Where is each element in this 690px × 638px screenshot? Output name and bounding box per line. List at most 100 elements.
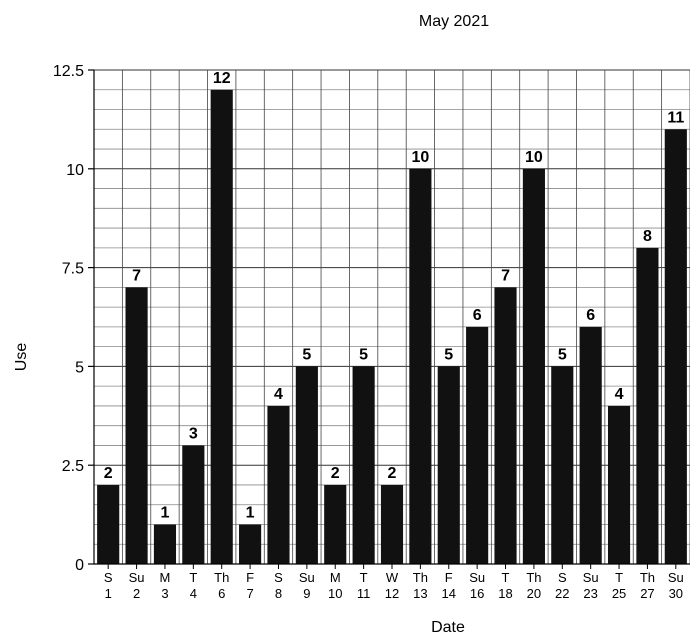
x-tick-label-day: W [386, 570, 399, 585]
x-tick-label-day: S [274, 570, 283, 585]
x-tick-label-day: Su [469, 570, 485, 585]
data-label: 6 [586, 307, 595, 324]
bar [607, 405, 631, 564]
x-tick-label-date: 16 [470, 586, 484, 601]
x-tick-label-day: Th [214, 570, 229, 585]
bar [466, 326, 489, 564]
x-tick-label-day: Th [640, 570, 655, 585]
data-label: 8 [643, 228, 652, 245]
y-tick-label: 2.5 [62, 458, 84, 475]
bar [380, 484, 404, 564]
y-axis-ticks: 0 2.5 5 7.5 10 12.5 [53, 63, 94, 574]
x-tick-label-date: 30 [669, 586, 683, 601]
x-tick-label-date: 4 [190, 586, 197, 601]
x-tick-label-date: 8 [275, 586, 282, 601]
bar [664, 129, 687, 564]
data-label: 3 [189, 425, 198, 442]
y-tick-label: 12.5 [53, 63, 84, 80]
data-label: 5 [302, 346, 311, 363]
bar [324, 484, 347, 564]
x-tick-label-date: 20 [527, 586, 541, 601]
bar [409, 168, 432, 565]
bars [97, 89, 687, 565]
y-tick-label: 10 [66, 162, 84, 179]
bar [239, 524, 262, 564]
data-label: 6 [473, 307, 482, 324]
bar [579, 326, 602, 564]
bar [636, 247, 659, 564]
x-tick-label-date: 22 [555, 586, 569, 601]
data-label: 10 [525, 149, 543, 166]
x-tick-label-day: Th [526, 570, 541, 585]
x-tick-label-date: 25 [612, 586, 626, 601]
y-tick-label: 0 [75, 557, 84, 574]
x-tick-label-day: S [558, 570, 567, 585]
x-tick-label-day: F [445, 570, 453, 585]
data-label: 1 [246, 504, 255, 521]
x-tick-label-date: 13 [413, 586, 427, 601]
data-label: 5 [444, 346, 453, 363]
x-tick-label-day: M [330, 570, 341, 585]
bar [551, 366, 574, 564]
x-tick-label-day: Su [299, 570, 315, 585]
y-axis-label: Use [13, 343, 30, 372]
x-tick-label-day: Su [583, 570, 599, 585]
y-tick-label: 5 [75, 359, 84, 376]
vertical-gridlines [121, 70, 690, 564]
data-label: 12 [213, 70, 231, 87]
x-tick-label-date: 18 [498, 586, 512, 601]
data-label: 4 [615, 386, 624, 403]
x-tick-label-day: F [246, 570, 254, 585]
bar [494, 287, 517, 564]
x-tick-label-date: 3 [161, 586, 168, 601]
data-label: 1 [160, 504, 169, 521]
data-label: 2 [388, 465, 397, 482]
x-tick-label-date: 14 [442, 586, 456, 601]
data-labels: 2 7 1 3 12 1 4 5 2 5 2 10 5 6 7 10 5 6 4 8 11 [104, 70, 685, 522]
x-tick-label-day: Su [668, 570, 684, 585]
x-tick-label-day: Th [413, 570, 428, 585]
data-label: 7 [132, 267, 141, 284]
x-tick-label-date: 7 [246, 586, 253, 601]
data-label: 7 [501, 267, 510, 284]
bar [125, 287, 148, 564]
x-tick-label-date: 9 [303, 586, 310, 601]
data-label: 5 [558, 346, 567, 363]
bar [182, 445, 205, 564]
x-axis-ticks: S1Su2M3T4Th6F7S8Su9M10T11W12Th13F14Su16T… [104, 564, 684, 601]
x-tick-label-day: T [615, 570, 623, 585]
y-tick-label: 7.5 [62, 261, 84, 278]
x-tick-label-day: Su [129, 570, 145, 585]
bar [437, 366, 460, 564]
data-label: 10 [411, 149, 429, 166]
data-label: 11 [667, 109, 684, 126]
x-tick-label-date: 2 [133, 586, 140, 601]
bar [267, 405, 290, 564]
x-tick-label-date: 6 [218, 586, 225, 601]
bar [210, 89, 233, 564]
x-tick-label-date: 27 [640, 586, 654, 601]
bar [352, 366, 375, 564]
x-axis-label: Date [431, 619, 465, 636]
data-label: 4 [274, 386, 283, 403]
data-label: 2 [104, 465, 113, 482]
x-tick-label-date: 1 [105, 586, 112, 601]
chart-title: May 2021 [419, 13, 489, 30]
x-tick-label-date: 12 [385, 586, 399, 601]
x-tick-label-date: 11 [357, 586, 371, 601]
x-tick-label-day: T [360, 570, 368, 585]
minor-gridlines [94, 89, 690, 545]
bar [153, 524, 177, 564]
data-label: 2 [331, 465, 340, 482]
x-tick-label-date: 10 [328, 586, 342, 601]
bar [97, 484, 120, 564]
x-tick-label-day: S [104, 570, 113, 585]
x-tick-label-day: M [160, 570, 171, 585]
bar [295, 366, 318, 564]
x-tick-label-day: T [189, 570, 197, 585]
x-tick-label-date: 23 [583, 586, 597, 601]
x-tick-label-day: T [502, 570, 510, 585]
data-label: 5 [359, 346, 368, 363]
bar [522, 168, 545, 565]
